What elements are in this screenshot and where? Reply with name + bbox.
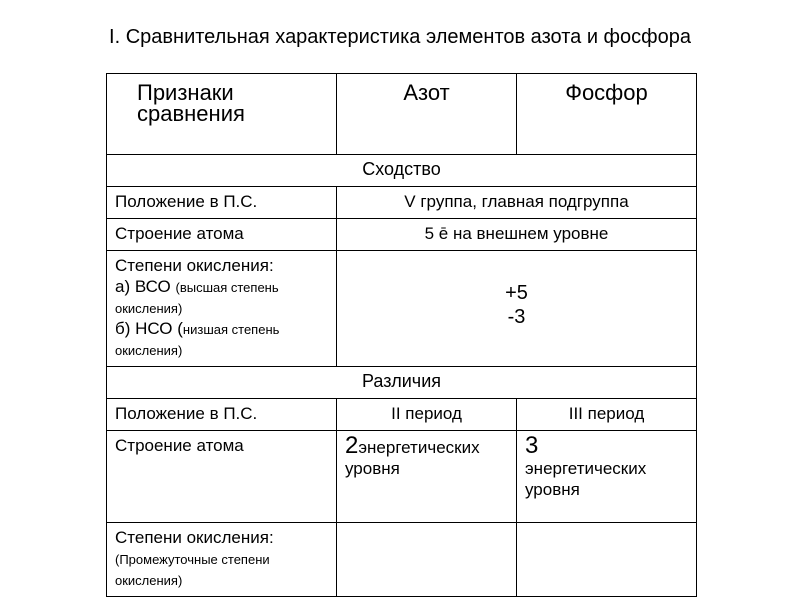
table-row: Различия (107, 367, 697, 399)
section-similarity: Сходство (107, 155, 697, 187)
cell-position-label-2: Положение в П.С. (107, 399, 337, 431)
energy-p-num: 3 (525, 432, 538, 459)
cell-structure-label-2: Строение атома (107, 431, 337, 523)
header-criteria-l2: сравнения (137, 101, 245, 126)
cell-energy-n: 2энергетических уровня (337, 431, 517, 523)
cell-structure-sim: 5 ē на внешнем уровне (337, 219, 697, 251)
slide-title: I. Сравнительная характеристика элементо… (0, 25, 800, 49)
cell-position-n: II период (337, 399, 517, 431)
energy-p-txt: энергетических уровня (525, 459, 646, 499)
cell-oxid-label: Степени окисления: а) ВСО (высшая степен… (107, 251, 337, 367)
slide: I. Сравнительная характеристика элементо… (0, 0, 800, 600)
energy-n-num: 2 (345, 432, 358, 459)
energy-n-txt: энергетических уровня (345, 438, 480, 478)
table-row: Строение атома 5 ē на внешнем уровне (107, 219, 697, 251)
table-row: Признаки сравнения Азот Фосфор (107, 74, 697, 155)
oxid-diff-main: Степени окисления: (115, 528, 274, 547)
header-nitrogen: Азот (337, 74, 517, 155)
oxid-val2: -3 (508, 306, 526, 328)
comparison-table: Признаки сравнения Азот Фосфор Сходство … (106, 73, 697, 597)
cell-position-sim: V группа, главная подгруппа (337, 187, 697, 219)
header-phosphorus: Фосфор (517, 74, 697, 155)
oxid-val1: +5 (505, 282, 528, 304)
cell-oxid-values: +5 -3 (337, 251, 697, 367)
oxid-a: а) ВСО (115, 277, 171, 296)
table-row: Степени окисления: (Промежуточные степен… (107, 523, 697, 597)
table-row: Положение в П.С. II период III период (107, 399, 697, 431)
cell-position-label: Положение в П.С. (107, 187, 337, 219)
cell-structure-label: Строение атома (107, 219, 337, 251)
cell-position-p: III период (517, 399, 697, 431)
section-difference: Различия (107, 367, 697, 399)
oxid-b: б) НСО ( (115, 319, 183, 338)
cell-oxid-diff-label: Степени окисления: (Промежуточные степен… (107, 523, 337, 597)
comparison-table-wrap: Признаки сравнения Азот Фосфор Сходство … (106, 73, 696, 597)
cell-oxid-diff-p (517, 523, 697, 597)
table-row: Строение атома 2энергетических уровня 3э… (107, 431, 697, 523)
oxid-main: Степени окисления: (115, 256, 274, 275)
table-row: Степени окисления: а) ВСО (высшая степен… (107, 251, 697, 367)
table-row: Сходство (107, 155, 697, 187)
oxid-diff-note: (Промежуточные степени окисления) (115, 552, 270, 588)
table-row: Положение в П.С. V группа, главная подгр… (107, 187, 697, 219)
header-criteria: Признаки сравнения (107, 74, 337, 155)
cell-oxid-diff-n (337, 523, 517, 597)
cell-energy-p: 3энергетических уровня (517, 431, 697, 523)
